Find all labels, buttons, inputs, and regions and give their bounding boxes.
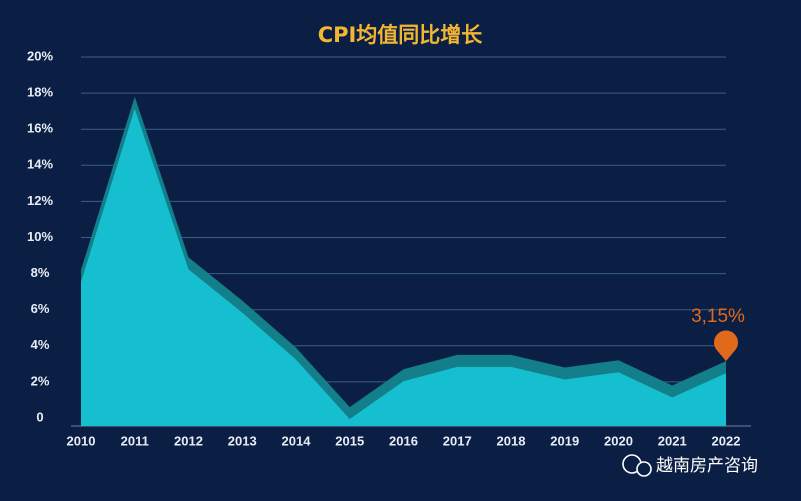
- y-tick-label: 8%: [31, 265, 50, 280]
- y-tick-label: 18%: [27, 85, 53, 100]
- x-tick-label: 2018: [497, 433, 526, 448]
- chart-title: CPI均值同比增长: [318, 23, 484, 47]
- y-tick-label: 2%: [31, 373, 50, 388]
- x-tick-label: 2013: [228, 433, 257, 448]
- y-tick-label: 6%: [31, 301, 50, 316]
- watermark-text: 越南房产咨询: [656, 456, 758, 476]
- y-tick-label: 20%: [27, 48, 53, 63]
- x-tick-label: 2017: [443, 433, 472, 448]
- y-tick-label: 10%: [27, 229, 53, 244]
- value-label: 3,15%: [691, 306, 745, 327]
- x-tick-label: 2019: [550, 433, 579, 448]
- y-tick-label: 14%: [27, 157, 53, 172]
- x-tick-label: 2022: [712, 433, 741, 448]
- x-tick-label: 2011: [121, 433, 149, 448]
- x-tick-label: 2012: [174, 433, 203, 448]
- x-tick-label: 2010: [67, 433, 96, 448]
- y-tick-label: 0: [36, 409, 43, 424]
- y-tick-label: 16%: [27, 121, 53, 136]
- value-marker: [714, 330, 738, 362]
- x-tick-label: 2021: [658, 433, 687, 448]
- area: [81, 108, 726, 427]
- x-tick-label: 2016: [389, 433, 418, 448]
- y-tick-label: 12%: [27, 193, 53, 208]
- x-tick-label: 2015: [335, 433, 364, 448]
- y-tick-label: 4%: [31, 337, 50, 352]
- x-tick-label: 2020: [604, 433, 633, 448]
- watermark: 越南房产咨询: [622, 454, 758, 477]
- x-tick-label: 2014: [282, 433, 312, 448]
